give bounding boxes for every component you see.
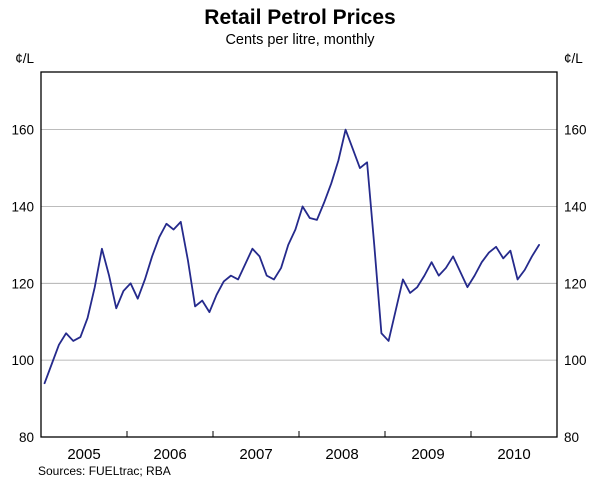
price-line bbox=[43, 128, 540, 385]
y-axis-label-left: 140 bbox=[11, 199, 34, 214]
y-axis-label-left: 80 bbox=[19, 430, 34, 445]
chart-subtitle: Cents per litre, monthly bbox=[225, 32, 375, 48]
plot-frame bbox=[40, 71, 558, 438]
y-axis-unit-left: ¢/L bbox=[15, 51, 34, 66]
y-axis-label-left: 160 bbox=[11, 123, 34, 138]
x-axis-year-label: 2010 bbox=[497, 446, 530, 463]
y-axis-label-right: 140 bbox=[564, 199, 587, 214]
source-note: Sources: FUELtrac; RBA bbox=[38, 464, 171, 478]
y-axis-label-right: 100 bbox=[564, 353, 587, 368]
x-axis-year-label: 2008 bbox=[325, 446, 358, 463]
x-axis-year-label: 2006 bbox=[153, 446, 186, 463]
y-axis-label-left: 120 bbox=[11, 276, 34, 291]
y-axis-unit-right: ¢/L bbox=[564, 51, 583, 66]
y-axis-label-right: 80 bbox=[564, 430, 579, 445]
x-axis-year-label: 2007 bbox=[239, 446, 272, 463]
chart-title: Retail Petrol Prices bbox=[204, 6, 396, 29]
x-axis-year-label: 2009 bbox=[411, 446, 444, 463]
y-axis-label-right: 160 bbox=[564, 123, 587, 138]
y-axis-label-right: 120 bbox=[564, 276, 587, 291]
x-axis-year-label: 2005 bbox=[67, 446, 100, 463]
y-axis-label-left: 100 bbox=[11, 353, 34, 368]
